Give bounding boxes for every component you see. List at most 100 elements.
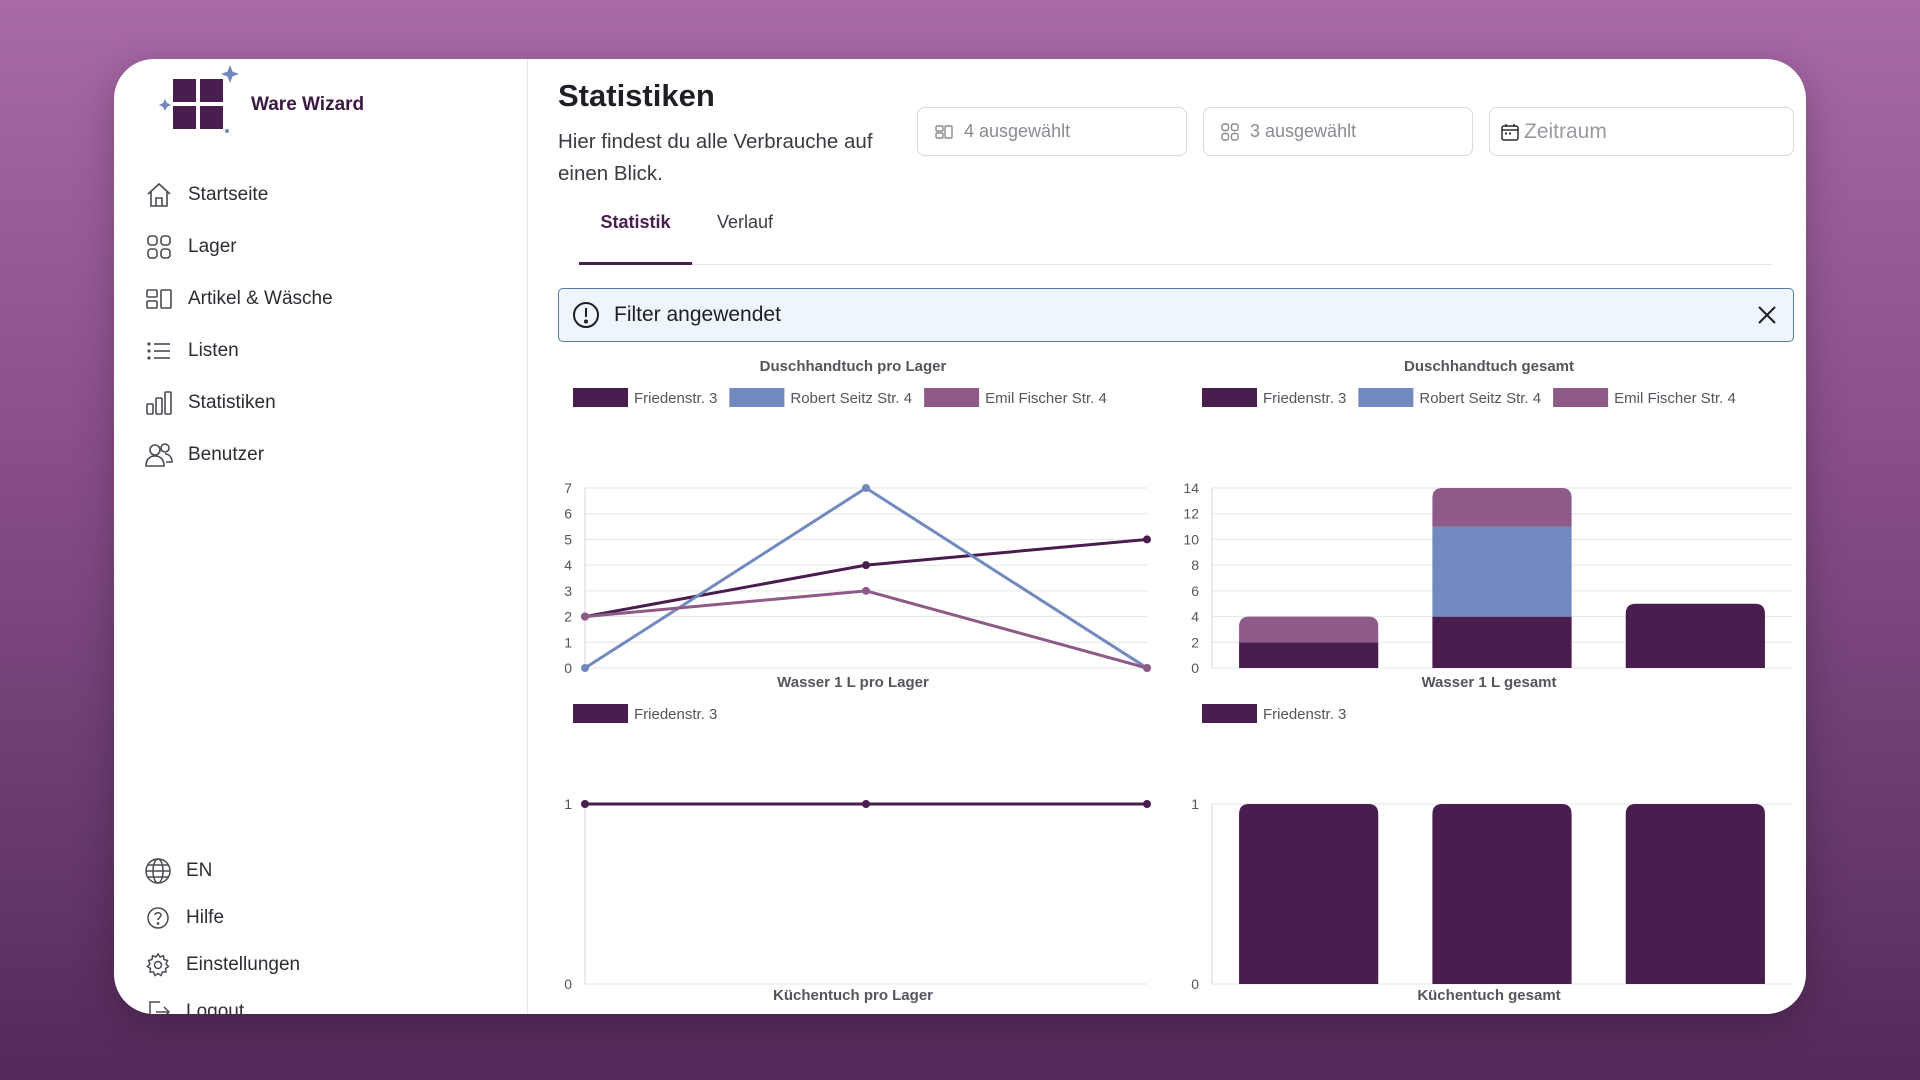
logout-link[interactable]: Logout (144, 988, 484, 1014)
tab-verlauf[interactable]: Verlauf (716, 212, 774, 232)
bar-friedenstr-3-august (1432, 616, 1572, 668)
sidebar-item-label: Lager (188, 236, 237, 257)
y-tick-label: 0 (1191, 976, 1199, 989)
chart-title: Duschhandtuch gesamt (1404, 358, 1574, 375)
sidebar-item-label: Benutzer (188, 444, 265, 465)
chart-title: Duschhandtuch pro Lager (760, 358, 947, 375)
help-icon (147, 906, 169, 929)
article-filter-select[interactable]: 4 ausgewählt (917, 107, 1187, 156)
home-icon (147, 182, 171, 207)
data-point-friedenstr-3 (581, 800, 589, 808)
data-point-emil-fischer-str-4 (862, 586, 870, 595)
alert-icon (573, 302, 599, 328)
tab-statistik[interactable]: Statistik (579, 199, 692, 265)
sidebar-bottom-nav: EN Hilfe Einstellungen Lo (144, 847, 484, 1014)
date-range-placeholder: Zeitraum (1524, 119, 1607, 143)
sidebar-nav: Startseite Lager Artikel & Wäsche (144, 169, 484, 481)
page-title: Statistiken (558, 78, 715, 113)
y-tick-label: 10 (1183, 531, 1199, 547)
list-icon (147, 342, 170, 360)
article-filter-value: 4 ausgewählt (964, 121, 1071, 141)
data-point-robert-seitz-str-4 (862, 484, 870, 492)
legend-swatch-emil-fischer-str-4 (924, 388, 980, 407)
y-tick-label: 4 (564, 557, 572, 573)
series-line-robert-seitz-str-4 (584, 486, 1148, 670)
sidebar-item-label: Statistiken (188, 392, 276, 413)
articles-icon (146, 289, 172, 309)
help-link[interactable]: Hilfe (144, 894, 484, 941)
warehouse-filter-select[interactable]: 3 ausgewählt (1203, 107, 1473, 156)
legend-swatch-friedenstr-3 (1202, 704, 1257, 723)
bar-friedenstr-3-july (1239, 804, 1379, 984)
settings-link[interactable]: Einstellungen (144, 941, 484, 988)
gear-icon (146, 952, 170, 977)
sidebar-item-label: Artikel & Wäsche (188, 288, 333, 309)
y-tick-label: 2 (564, 609, 572, 625)
legend-label-friedenstr-3: Friedenstr. 3 (1263, 390, 1346, 407)
y-tick-label: 1 (1191, 796, 1199, 812)
logout-label: Logout (186, 1000, 245, 1015)
calendar-icon (1501, 123, 1519, 141)
y-tick-label: 0 (1191, 660, 1199, 673)
y-tick-label: 0 (564, 976, 572, 989)
legend-label-friedenstr-3: Friedenstr. 3 (634, 706, 717, 723)
legend-label-robert-seitz-str-4: Robert Seitz Str. 4 (790, 390, 912, 407)
bar-friedenstr-3-september (1625, 603, 1765, 668)
chart-title: Wasser 1 L pro Lager (777, 674, 929, 691)
date-range-input[interactable]: Zeitraum (1489, 107, 1794, 156)
main-content: Statistiken Hier findest du alle Verbrau… (529, 59, 1806, 1014)
close-icon[interactable] (1754, 302, 1780, 328)
legend-label-robert-seitz-str-4: Robert Seitz Str. 4 (1419, 390, 1541, 407)
legend-label-emil-fischer-str-4: Emil Fischer Str. 4 (985, 390, 1107, 407)
y-tick-label: 3 (564, 583, 572, 599)
sidebar-item-listen[interactable]: Listen (144, 325, 484, 377)
sidebar-item-startseite[interactable]: Startseite (144, 169, 484, 221)
sidebar-item-lager[interactable]: Lager (144, 221, 484, 273)
sidebar-item-artikel[interactable]: Artikel & Wäsche (144, 273, 484, 325)
chart-title: Küchentuch pro Lager (773, 987, 933, 1004)
chart-duschhandtuch-pro-lager: Duschhandtuch pro Lager Friedenstr. 3 Robe… (564, 358, 1151, 673)
legend-swatch-emil-fischer-str-4 (1553, 388, 1609, 407)
warehouse-filter-value: 3 ausgewählt (1250, 121, 1357, 141)
page-subtitle: Hier findest du alle Verbrauche auf eine… (558, 130, 873, 185)
bar-emil-fischer-str-4-july (1239, 616, 1379, 643)
y-tick-label: 2 (1191, 634, 1199, 650)
grid-icon (1221, 122, 1239, 141)
y-tick-label: 14 (1183, 480, 1199, 496)
data-point-emil-fischer-str-4 (1143, 664, 1151, 672)
series-line-friedenstr-3 (584, 537, 1148, 619)
chart-kuechentuch-gesamt: Küchentuch gesamt (1417, 987, 1560, 1004)
bar-friedenstr-3-september (1625, 804, 1765, 984)
bar-friedenstr-3-august (1432, 804, 1572, 984)
y-tick-label: 6 (564, 506, 572, 522)
legend-swatch-friedenstr-3 (1202, 388, 1257, 407)
filter-alert: Filter angewendet (558, 288, 1794, 342)
chart-kuechentuch-pro-lager: Küchentuch pro Lager (773, 987, 933, 1004)
language-switch[interactable]: EN (144, 847, 484, 894)
legend-swatch-friedenstr-3 (573, 704, 628, 723)
legend-label-friedenstr-3: Friedenstr. 3 (634, 390, 717, 407)
settings-label: Einstellungen (186, 953, 301, 975)
y-tick-label: 1 (564, 634, 572, 650)
alert-text: Filter angewendet (614, 303, 781, 326)
sidebar-item-label: Listen (188, 340, 239, 361)
sidebar-item-label: Startseite (188, 184, 269, 205)
app-logo-icon (159, 65, 239, 133)
y-tick-label: 6 (1191, 583, 1199, 599)
logout-icon (149, 1000, 171, 1014)
app-name: Ware Wizard (251, 94, 365, 115)
legend-label-emil-fischer-str-4: Emil Fischer Str. 4 (1614, 390, 1736, 407)
sidebar-item-statistiken[interactable]: Statistiken (144, 377, 484, 429)
bar-chart-icon (146, 391, 172, 415)
y-tick-label: 8 (1191, 557, 1199, 573)
language-label: EN (186, 859, 213, 881)
y-tick-label: 12 (1183, 506, 1199, 522)
sidebar-item-benutzer[interactable]: Benutzer (144, 429, 484, 481)
y-tick-label: 1 (564, 796, 572, 812)
grid-icon (147, 235, 171, 259)
legend-label-friedenstr-3: Friedenstr. 3 (1263, 706, 1346, 723)
chart-title: Küchentuch gesamt (1417, 987, 1560, 1004)
chart-title: Wasser 1 L gesamt (1421, 674, 1556, 691)
y-tick-label: 0 (564, 660, 572, 673)
